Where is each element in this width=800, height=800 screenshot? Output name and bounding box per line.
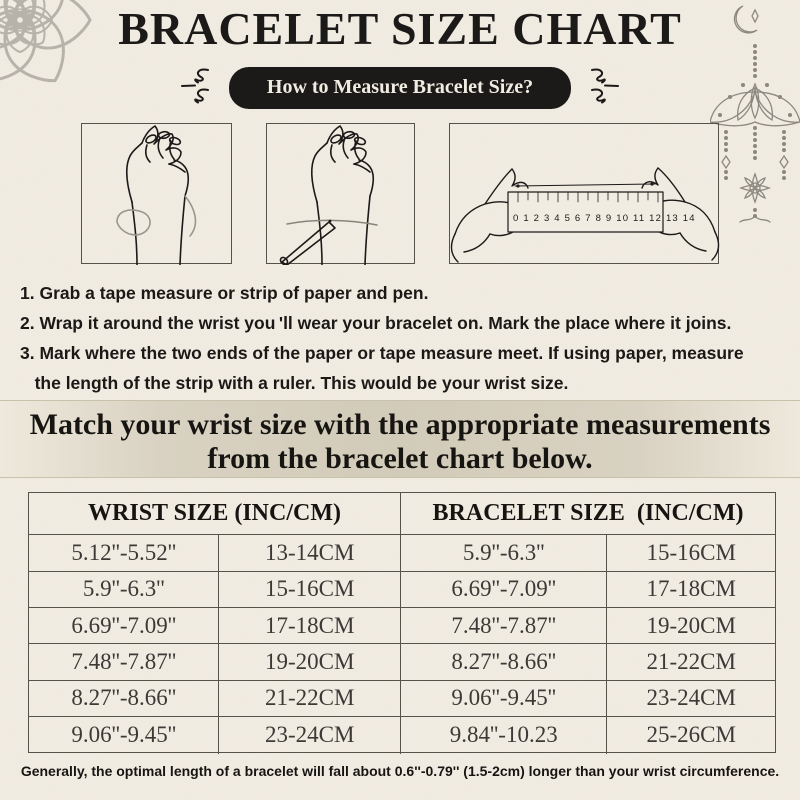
svg-text:0 1 2 3 4 5 6 7 8 9 10 11 12 1: 0 1 2 3 4 5 6 7 8 9 10 11 12 13 14: [513, 213, 696, 224]
